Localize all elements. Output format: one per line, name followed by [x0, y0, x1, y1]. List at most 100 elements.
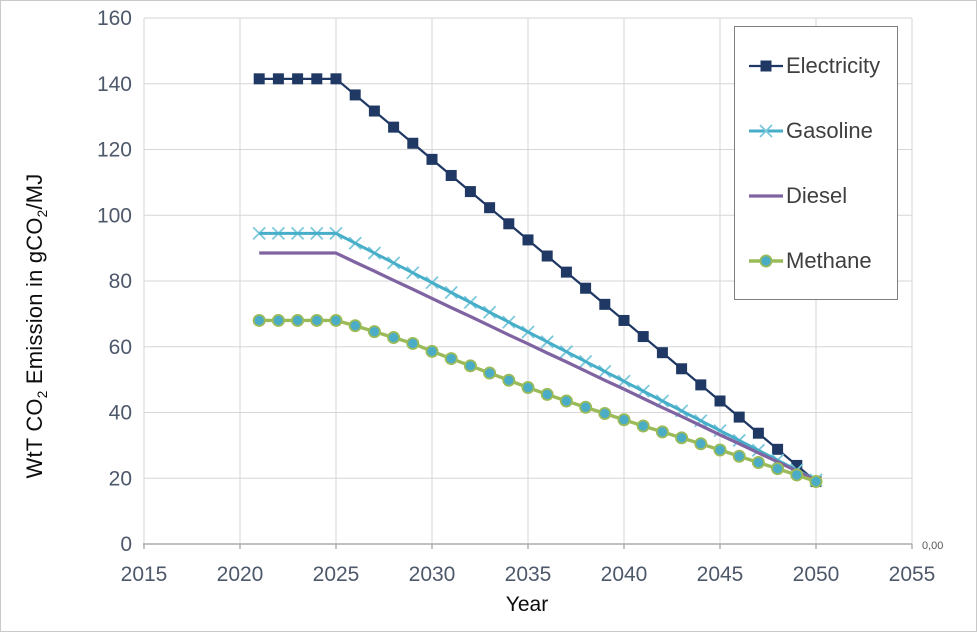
square-marker: [484, 202, 496, 214]
square-marker: [560, 266, 572, 278]
legend-label-gasoline: Gasoline: [786, 117, 873, 143]
legend: Electricity Gasoline Diesel Methane: [734, 26, 898, 300]
legend-item-methane[interactable]: Methane: [747, 248, 895, 274]
square-marker: [618, 314, 630, 326]
square-marker: [272, 73, 284, 85]
series-line-methane: [259, 318, 817, 484]
series-line-gasoline: [259, 231, 817, 482]
y-tick-label: 20: [109, 467, 132, 490]
legend-item-diesel[interactable]: Diesel: [747, 183, 895, 209]
circle-marker: [387, 331, 401, 345]
circle-marker: [367, 325, 381, 339]
circle-marker: [463, 359, 477, 373]
series-methane[interactable]: [252, 313, 823, 489]
circle-marker: [425, 344, 439, 358]
square-marker: [292, 73, 304, 85]
y-tick-label: 60: [109, 336, 132, 359]
circle-marker: [252, 313, 266, 327]
circle-marker: [444, 352, 458, 366]
secondary-axis-label: 0,00: [922, 540, 944, 552]
circle-marker: [483, 366, 497, 380]
legend-marker-methane: [749, 254, 783, 267]
series-markers-methane: [252, 313, 823, 489]
y-axis-title-subscript: 2: [35, 209, 51, 218]
circle-marker: [636, 419, 650, 433]
x-marker: [759, 123, 773, 138]
x-tick-label: 2025: [313, 563, 360, 586]
circle-marker: [732, 449, 746, 463]
square-marker: [426, 153, 438, 165]
y-tick-label: 100: [97, 204, 132, 227]
square-marker: [503, 218, 515, 230]
legend-label-diesel: Diesel: [786, 182, 848, 208]
square-marker: [388, 121, 400, 133]
square-marker: [368, 105, 380, 117]
y-axis-title: WtT CO2 Emission in gCO2/MJ: [22, 174, 50, 479]
y-tick-label: 40: [109, 402, 132, 425]
square-marker: [599, 298, 611, 310]
circle-marker: [694, 437, 708, 451]
series-line-electricity: [259, 77, 817, 483]
circle-marker: [521, 381, 535, 395]
circle-marker: [598, 406, 612, 420]
square-marker: [656, 347, 668, 359]
square-marker: [637, 331, 649, 343]
square-marker: [445, 169, 457, 181]
y-tick-label: 80: [109, 270, 132, 293]
square-marker: [311, 73, 323, 85]
y-axis-title-text: Emission in gCO: [21, 217, 47, 391]
circle-marker: [559, 394, 573, 408]
x-tick-label: 2050: [793, 563, 840, 586]
circle-marker: [502, 373, 516, 387]
square-marker: [772, 443, 784, 455]
x-tick-label: 2055: [889, 563, 936, 586]
circle-marker: [406, 336, 420, 350]
x-axis-title: Year: [505, 593, 549, 616]
circle-marker: [271, 313, 285, 327]
circle-marker: [675, 431, 689, 445]
circle-marker: [771, 462, 785, 476]
circle-marker: [751, 455, 765, 469]
legend-item-gasoline[interactable]: Gasoline: [747, 118, 895, 144]
legend-marker-electricity: [749, 60, 783, 71]
legend-marker-diesel: [749, 193, 783, 198]
circle-marker: [809, 475, 823, 489]
square-marker: [752, 427, 764, 439]
circle-marker: [655, 425, 669, 439]
y-tick-label: 140: [97, 73, 132, 96]
circle-marker: [310, 313, 324, 327]
series-line-diesel: [259, 251, 817, 482]
x-tick-label: 2035: [505, 563, 552, 586]
y-tick-label: 0: [120, 533, 132, 556]
x-tick-label: 2030: [409, 563, 456, 586]
y-tick-label: 120: [97, 139, 132, 162]
square-marker: [330, 73, 342, 85]
series-diesel[interactable]: [259, 251, 817, 482]
series-electricity[interactable]: [253, 73, 822, 488]
circle-marker: [579, 400, 593, 414]
square-marker: [733, 411, 745, 423]
x-tick-label: 2040: [601, 563, 648, 586]
legend-marker-gasoline: [749, 123, 783, 138]
legend-item-electricity[interactable]: Electricity: [747, 53, 895, 79]
square-marker: [349, 89, 361, 101]
square-marker: [791, 459, 803, 471]
square-marker: [580, 282, 592, 294]
x-tick-label: 2045: [697, 563, 744, 586]
circle-marker: [713, 443, 727, 457]
x-tick-label: 2015: [121, 563, 168, 586]
square-marker: [253, 73, 265, 85]
legend-label-methane: Methane: [786, 247, 872, 273]
y-axis-title-text: /MJ: [21, 173, 47, 210]
circle-marker: [329, 313, 343, 327]
circle-marker: [617, 413, 631, 427]
y-tick-label: 160: [97, 7, 132, 30]
legend-label-electricity: Electricity: [786, 52, 881, 78]
square-marker: [714, 395, 726, 407]
square-marker: [407, 137, 419, 149]
series-markers-electricity: [253, 73, 822, 488]
circle-marker: [790, 468, 804, 482]
y-axis-title-subscript: 2: [35, 390, 51, 399]
